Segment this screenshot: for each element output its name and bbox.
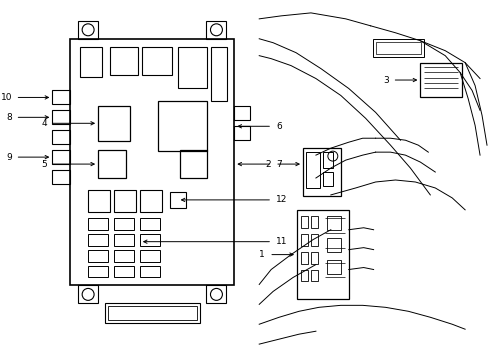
Bar — [52, 111, 70, 124]
Bar — [88, 249, 108, 262]
Bar — [88, 266, 108, 278]
Bar — [140, 249, 160, 262]
Text: 2: 2 — [265, 159, 271, 168]
Bar — [110, 47, 138, 75]
Text: 9: 9 — [7, 153, 13, 162]
Bar — [158, 102, 207, 151]
Bar — [140, 266, 160, 278]
Bar — [98, 107, 130, 141]
Bar — [211, 47, 227, 102]
Bar — [52, 130, 70, 144]
Bar — [52, 90, 70, 104]
Bar — [78, 285, 98, 303]
Bar — [303, 148, 340, 196]
Bar — [234, 126, 250, 140]
Bar — [70, 39, 234, 285]
Bar — [177, 47, 207, 89]
Bar — [52, 170, 70, 184]
Bar — [114, 266, 134, 278]
Bar — [310, 252, 317, 264]
Bar — [88, 218, 108, 230]
Text: 1: 1 — [259, 250, 264, 259]
Bar — [114, 234, 134, 246]
Bar — [301, 216, 307, 228]
Bar — [140, 190, 162, 212]
Bar — [169, 192, 185, 208]
Bar — [114, 218, 134, 230]
Bar — [326, 260, 340, 274]
Bar — [52, 150, 70, 164]
Bar — [114, 249, 134, 262]
Bar — [140, 218, 160, 230]
Text: 3: 3 — [382, 76, 388, 85]
Bar — [322, 172, 332, 186]
Bar — [179, 150, 207, 178]
Bar — [326, 238, 340, 252]
Bar — [105, 303, 199, 323]
Bar — [206, 285, 226, 303]
Bar — [310, 216, 317, 228]
Text: 10: 10 — [1, 93, 13, 102]
Bar — [80, 47, 102, 77]
Bar — [142, 47, 171, 75]
Bar — [310, 270, 317, 282]
Bar — [234, 107, 250, 120]
Bar — [88, 190, 110, 212]
Bar — [326, 216, 340, 230]
Bar — [296, 210, 348, 300]
Bar — [420, 63, 461, 98]
Bar — [140, 234, 160, 246]
Bar — [114, 190, 136, 212]
Bar — [310, 234, 317, 246]
Bar — [301, 252, 307, 264]
Text: 4: 4 — [41, 119, 47, 128]
Bar — [322, 152, 332, 168]
Text: 7: 7 — [276, 159, 281, 168]
Bar — [206, 21, 226, 39]
Bar — [375, 42, 421, 54]
Bar — [78, 21, 98, 39]
Text: 5: 5 — [41, 159, 47, 168]
Bar — [301, 270, 307, 282]
Text: 8: 8 — [7, 113, 13, 122]
Bar — [301, 234, 307, 246]
Bar — [88, 234, 108, 246]
Bar — [372, 39, 424, 57]
Bar — [305, 152, 319, 188]
Bar — [98, 150, 126, 178]
Text: 6: 6 — [276, 122, 281, 131]
Text: 12: 12 — [276, 195, 287, 204]
Bar — [108, 306, 196, 320]
Text: 11: 11 — [276, 237, 287, 246]
